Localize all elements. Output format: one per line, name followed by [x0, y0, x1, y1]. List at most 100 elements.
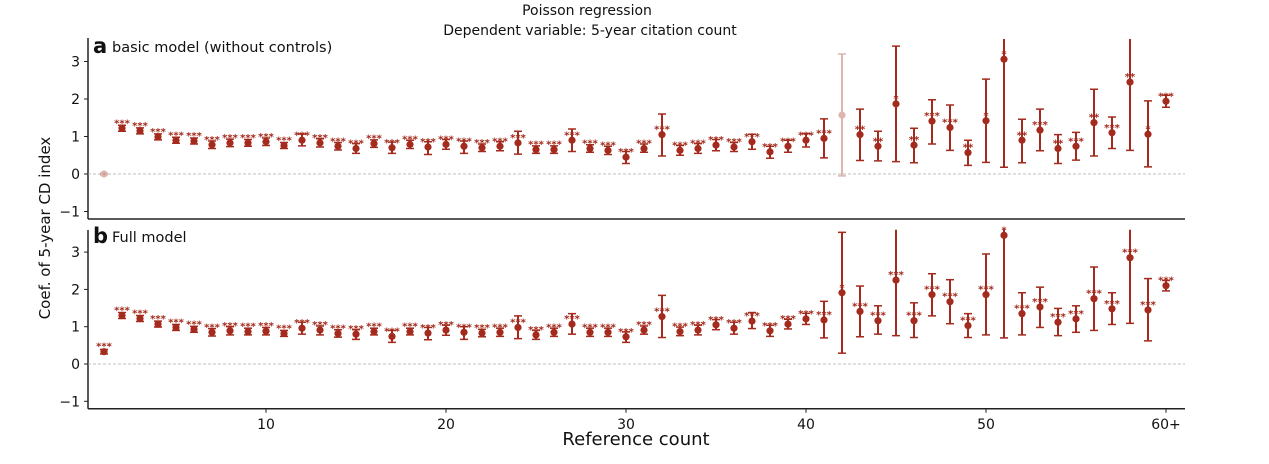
data-point: *** — [96, 342, 113, 356]
significance-stars: *** — [690, 139, 706, 150]
coefficient-marker — [712, 141, 720, 149]
significance-stars: * — [983, 111, 989, 122]
data-point: *** — [1032, 108, 1049, 152]
data-point: *** — [114, 118, 131, 132]
significance-stars: *** — [816, 128, 832, 139]
data-point: *** — [582, 322, 599, 338]
significance-stars: *** — [690, 320, 706, 331]
significance-stars: *** — [474, 138, 490, 149]
data-point: *** — [672, 322, 689, 337]
data-point: *** — [204, 322, 221, 337]
data-point: *** — [600, 140, 617, 156]
significance-stars: ** — [1017, 130, 1028, 141]
coefficient-marker — [568, 320, 576, 328]
data-point: *** — [762, 142, 779, 159]
panel-b-title: Full model — [112, 230, 187, 246]
coefficient-marker — [1000, 55, 1008, 63]
data-point: *** — [168, 317, 185, 332]
data-point: *** — [690, 320, 707, 336]
significance-stars: ** — [1089, 113, 1100, 124]
data-point: *** — [402, 134, 419, 150]
coefficient-marker — [388, 144, 396, 152]
coefficient-marker — [712, 321, 720, 329]
significance-stars: * — [1145, 124, 1151, 135]
data-point: *** — [618, 147, 635, 165]
data-point: *** — [564, 312, 581, 335]
data-point: *** — [1086, 266, 1103, 332]
data-point: *** — [456, 136, 473, 155]
data-point: *** — [240, 322, 257, 336]
data-point: *** — [726, 318, 743, 335]
significance-stars: *** — [582, 322, 598, 333]
chart-title: Poisson regression — [522, 3, 652, 19]
data-point: *** — [960, 312, 977, 339]
coefficient-marker — [190, 137, 198, 145]
significance-stars: *** — [276, 323, 292, 334]
data-point: *** — [186, 131, 203, 145]
significance-stars: *** — [276, 136, 292, 147]
data-point: *** — [294, 130, 311, 147]
significance-stars: *** — [474, 323, 490, 334]
data-point: *** — [942, 104, 959, 152]
significance-stars: ** — [873, 136, 884, 147]
coefficient-marker — [262, 327, 270, 335]
coefficient-marker — [406, 327, 414, 336]
x-axis-ticks: 10 20 30 40 50 60+ — [257, 408, 1181, 433]
significance-stars: ** — [1125, 72, 1136, 83]
coefficient-marker — [1090, 295, 1098, 303]
coefficient-marker — [172, 323, 180, 332]
coefficient-marker — [1162, 97, 1170, 105]
data-point: *** — [438, 320, 455, 337]
coefficient-marker — [1090, 119, 1098, 127]
data-point: *** — [438, 134, 455, 150]
data-point: * — [1000, 39, 1008, 168]
significance-stars: *** — [402, 134, 418, 145]
coefficient-marker — [316, 139, 324, 147]
data-point: *** — [618, 327, 635, 344]
coefficient-marker — [658, 313, 666, 321]
data-point: *** — [132, 308, 149, 323]
data-point: *** — [1068, 305, 1085, 334]
coefficient-marker — [1108, 129, 1116, 137]
data-point: *** — [744, 132, 761, 150]
significance-stars: *** — [384, 326, 400, 337]
significance-stars: *** — [258, 321, 274, 332]
data-point: ** — [909, 127, 920, 164]
data-point: *** — [582, 139, 599, 153]
data-point: *** — [780, 136, 797, 153]
y-tick-label: −1 — [59, 394, 80, 410]
coefficient-marker — [514, 139, 522, 147]
coefficient-marker — [370, 140, 378, 148]
coefficient-marker — [388, 332, 396, 340]
panel-a: a basic model (without controls) −1 0 1 2 3 *… — [59, 34, 1185, 221]
coefficient-marker — [136, 314, 144, 323]
coefficient-marker — [190, 325, 198, 333]
significance-stars: *** — [1014, 304, 1030, 315]
significance-stars: ** — [909, 135, 920, 146]
coefficient-marker — [928, 291, 936, 299]
coefficient-marker — [874, 142, 882, 150]
significance-stars: *** — [780, 136, 796, 147]
coefficient-marker — [100, 348, 108, 356]
data-point: *** — [258, 321, 275, 336]
significance-stars: *** — [312, 320, 328, 331]
significance-stars: *** — [240, 133, 256, 144]
significance-stars: *** — [510, 133, 526, 144]
significance-stars: *** — [528, 140, 544, 151]
data-point: *** — [1050, 307, 1067, 337]
data-point: *** — [528, 140, 545, 155]
coefficient-marker — [622, 153, 630, 161]
significance-stars: *** — [186, 319, 202, 330]
data-point — [838, 53, 846, 177]
y-tick-label: 3 — [71, 55, 80, 71]
y-tick-label: 0 — [71, 357, 80, 373]
significance-stars: *** — [222, 321, 238, 332]
data-point: *** — [384, 326, 401, 344]
data-point: *** — [636, 139, 653, 153]
data-point: ** — [873, 130, 884, 162]
y-tick-label: 0 — [71, 167, 80, 183]
data-point: *** — [348, 324, 365, 341]
data-point: *** — [942, 278, 959, 325]
data-point: *** — [492, 136, 509, 152]
